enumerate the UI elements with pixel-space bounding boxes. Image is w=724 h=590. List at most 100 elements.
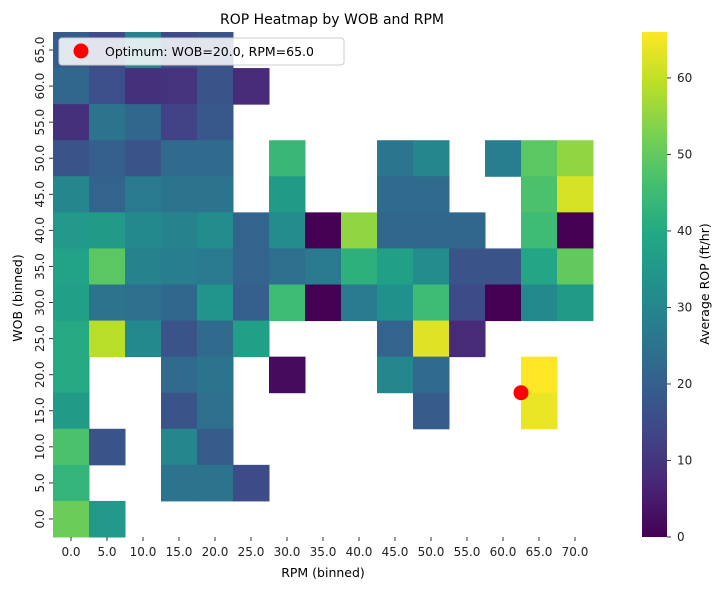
heatmap-cell bbox=[89, 284, 126, 322]
heatmap-cell bbox=[89, 104, 126, 141]
heatmap-cell bbox=[125, 68, 162, 105]
heatmap-cell bbox=[233, 248, 270, 285]
y-axis-ticks: 65.0 60.0 55.0 50.0 45.0 40.0 35.0 30.0 25.0 20.0… bbox=[33, 37, 53, 529]
heatmap-cell bbox=[377, 284, 414, 322]
heatmap-cell bbox=[521, 392, 558, 430]
heatmap-cell bbox=[449, 248, 486, 285]
heatmap-cell bbox=[89, 320, 126, 358]
heatmap-cell bbox=[269, 212, 306, 249]
heatmap-cell bbox=[161, 176, 198, 213]
heatmap-cell bbox=[125, 140, 162, 177]
x-tick-label: 50.0 bbox=[418, 545, 445, 559]
x-tick-label: 35.0 bbox=[310, 545, 337, 559]
heatmap-cell bbox=[125, 104, 162, 141]
heatmap-cell bbox=[341, 284, 378, 322]
heatmap-cell bbox=[413, 320, 450, 358]
heatmap-cell bbox=[233, 68, 270, 105]
heatmap-cell bbox=[377, 356, 414, 394]
y-axis-label: WOB (binned) bbox=[10, 254, 25, 341]
y-tick-label: 60.0 bbox=[33, 73, 47, 100]
x-axis-label: RPM (binned) bbox=[281, 565, 365, 580]
heatmap-cell bbox=[269, 284, 306, 322]
heatmap-cell bbox=[53, 248, 90, 285]
y-tick-label: 25.0 bbox=[33, 325, 47, 352]
heatmap-cell bbox=[161, 284, 198, 322]
legend-label: Optimum: WOB=20.0, RPM=65.0 bbox=[105, 44, 314, 59]
heatmap-cell bbox=[53, 68, 90, 105]
x-tick-label: 30.0 bbox=[274, 545, 301, 559]
heatmap-cell bbox=[233, 464, 270, 502]
y-tick-label: 0.0 bbox=[33, 509, 47, 528]
heatmap-cell bbox=[197, 140, 234, 177]
heatmap-cell bbox=[233, 320, 270, 358]
heatmap-cell bbox=[557, 212, 594, 249]
heatmap-cell bbox=[485, 140, 522, 177]
heatmap-cell bbox=[197, 464, 234, 502]
heatmap-cell bbox=[521, 284, 558, 322]
legend-box bbox=[58, 37, 345, 66]
heatmap-cell bbox=[53, 212, 90, 249]
y-tick-label: 5.0 bbox=[33, 473, 47, 492]
heatmap-cell bbox=[53, 464, 90, 502]
y-tick-label: 10.0 bbox=[33, 433, 47, 460]
heatmap-cell bbox=[53, 284, 90, 322]
heatmap-cell bbox=[377, 140, 414, 177]
optimum-marker bbox=[513, 385, 529, 401]
heatmap-cell bbox=[53, 320, 90, 358]
colorbar-tick-label: 40 bbox=[677, 224, 692, 238]
heatmap-cell bbox=[449, 320, 486, 358]
heatmap-cell bbox=[341, 212, 378, 249]
heatmap-cell bbox=[269, 248, 306, 285]
heatmap-cell bbox=[557, 248, 594, 285]
heatmap-cell bbox=[305, 284, 342, 322]
heatmap-cell bbox=[413, 212, 450, 249]
y-tick-label: 15.0 bbox=[33, 397, 47, 424]
heatmap-cell bbox=[125, 176, 162, 213]
y-tick-label: 35.0 bbox=[33, 253, 47, 280]
x-tick-label: 55.0 bbox=[454, 545, 481, 559]
colorbar-tick-label: 10 bbox=[677, 453, 692, 467]
x-tick-label: 40.0 bbox=[346, 545, 373, 559]
heatmap-cell bbox=[53, 176, 90, 213]
heatmap-cell bbox=[521, 176, 558, 213]
heatmap-cell bbox=[161, 392, 198, 430]
x-tick-label: 25.0 bbox=[238, 545, 265, 559]
heatmap-cell bbox=[161, 248, 198, 285]
heatmap-cell bbox=[521, 140, 558, 177]
heatmap-cell bbox=[197, 284, 234, 322]
heatmap-cell bbox=[521, 212, 558, 249]
legend-marker-icon bbox=[73, 43, 89, 59]
heatmap-cell bbox=[161, 464, 198, 502]
heatmap-cell bbox=[269, 176, 306, 213]
x-tick-label: 70.0 bbox=[562, 545, 589, 559]
colorbar bbox=[642, 32, 667, 537]
heatmap-cell bbox=[305, 212, 342, 249]
heatmap-cell bbox=[89, 176, 126, 213]
heatmap-cell bbox=[53, 428, 90, 466]
y-tick-label: 65.0 bbox=[33, 37, 47, 64]
heatmap-cell bbox=[89, 68, 126, 105]
x-tick-label: 45.0 bbox=[382, 545, 409, 559]
x-tick-label: 10.0 bbox=[130, 545, 157, 559]
x-tick-label: 5.0 bbox=[97, 545, 116, 559]
heatmap-cell bbox=[269, 356, 306, 394]
heatmap-cell bbox=[377, 176, 414, 213]
colorbar-ticks: 0 10 20 30 40 50 60 bbox=[667, 71, 692, 544]
heatmap-cell bbox=[521, 248, 558, 285]
heatmap-cell bbox=[233, 212, 270, 249]
heatmap-cell bbox=[197, 176, 234, 213]
heatmap-cell bbox=[485, 248, 522, 285]
heatmap-cell bbox=[161, 140, 198, 177]
heatmap-cell bbox=[557, 176, 594, 213]
heatmap-cell bbox=[125, 320, 162, 358]
heatmap-cell bbox=[413, 356, 450, 394]
x-tick-label: 60.0 bbox=[490, 545, 517, 559]
y-tick-label: 55.0 bbox=[33, 109, 47, 136]
heatmap-cell bbox=[377, 320, 414, 358]
heatmap-cell bbox=[53, 392, 90, 430]
heatmap-cell bbox=[89, 212, 126, 249]
heatmap-cells bbox=[53, 32, 594, 538]
y-tick-label: 50.0 bbox=[33, 145, 47, 172]
heatmap-cell bbox=[53, 104, 90, 141]
heatmap-cell bbox=[53, 140, 90, 177]
